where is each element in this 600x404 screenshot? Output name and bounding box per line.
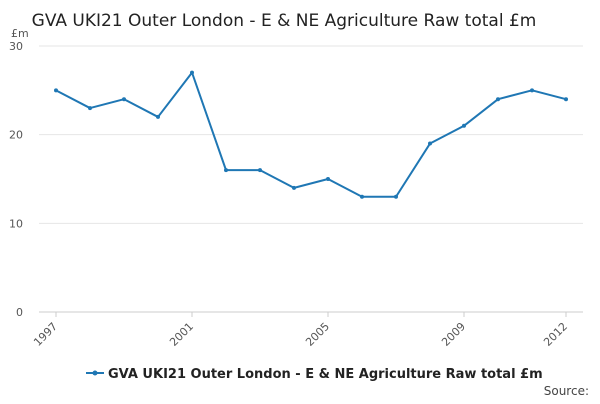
y-tick-label: 30 [9, 40, 23, 53]
gridlines [39, 45, 583, 313]
x-tick-label: 2001 [167, 320, 196, 349]
series-line-0 [55, 71, 567, 198]
data-point [462, 123, 466, 128]
data-point [394, 194, 398, 199]
y-tick-label: 0 [16, 306, 23, 319]
y-axis-unit-label: £m [11, 27, 29, 40]
data-point [88, 106, 92, 111]
x-tick-label: 2012 [541, 320, 570, 349]
series-layer [54, 70, 568, 199]
x-tick-label: 1997 [31, 320, 60, 349]
data-point [564, 97, 568, 102]
data-point [54, 88, 58, 93]
data-point [428, 141, 432, 146]
data-point [156, 114, 160, 119]
legend-label: GVA UKI21 Outer London - E & NE Agricult… [108, 367, 543, 382]
chart-title: GVA UKI21 Outer London - E & NE Agricult… [32, 11, 537, 31]
data-point [190, 70, 194, 75]
source-label: Source: [544, 384, 589, 398]
x-tick-label: 2009 [439, 320, 468, 349]
x-axis-ticks: 1997 2001 2005 2009 2012 [31, 312, 570, 349]
data-point [530, 88, 534, 93]
data-point [326, 177, 330, 181]
data-point [360, 194, 364, 199]
data-point [122, 97, 126, 102]
data-point [292, 185, 296, 190]
legend-swatch-marker [92, 370, 98, 376]
data-point [258, 168, 262, 173]
data-point [496, 97, 500, 102]
y-tick-label: 20 [9, 129, 23, 142]
y-tick-label: 10 [9, 217, 23, 230]
x-tick-label: 2005 [303, 320, 332, 349]
data-point [224, 168, 228, 173]
y-axis-ticks: 0 10 20 30 [9, 40, 23, 319]
legend[interactable]: GVA UKI21 Outer London - E & NE Agricult… [86, 367, 543, 382]
